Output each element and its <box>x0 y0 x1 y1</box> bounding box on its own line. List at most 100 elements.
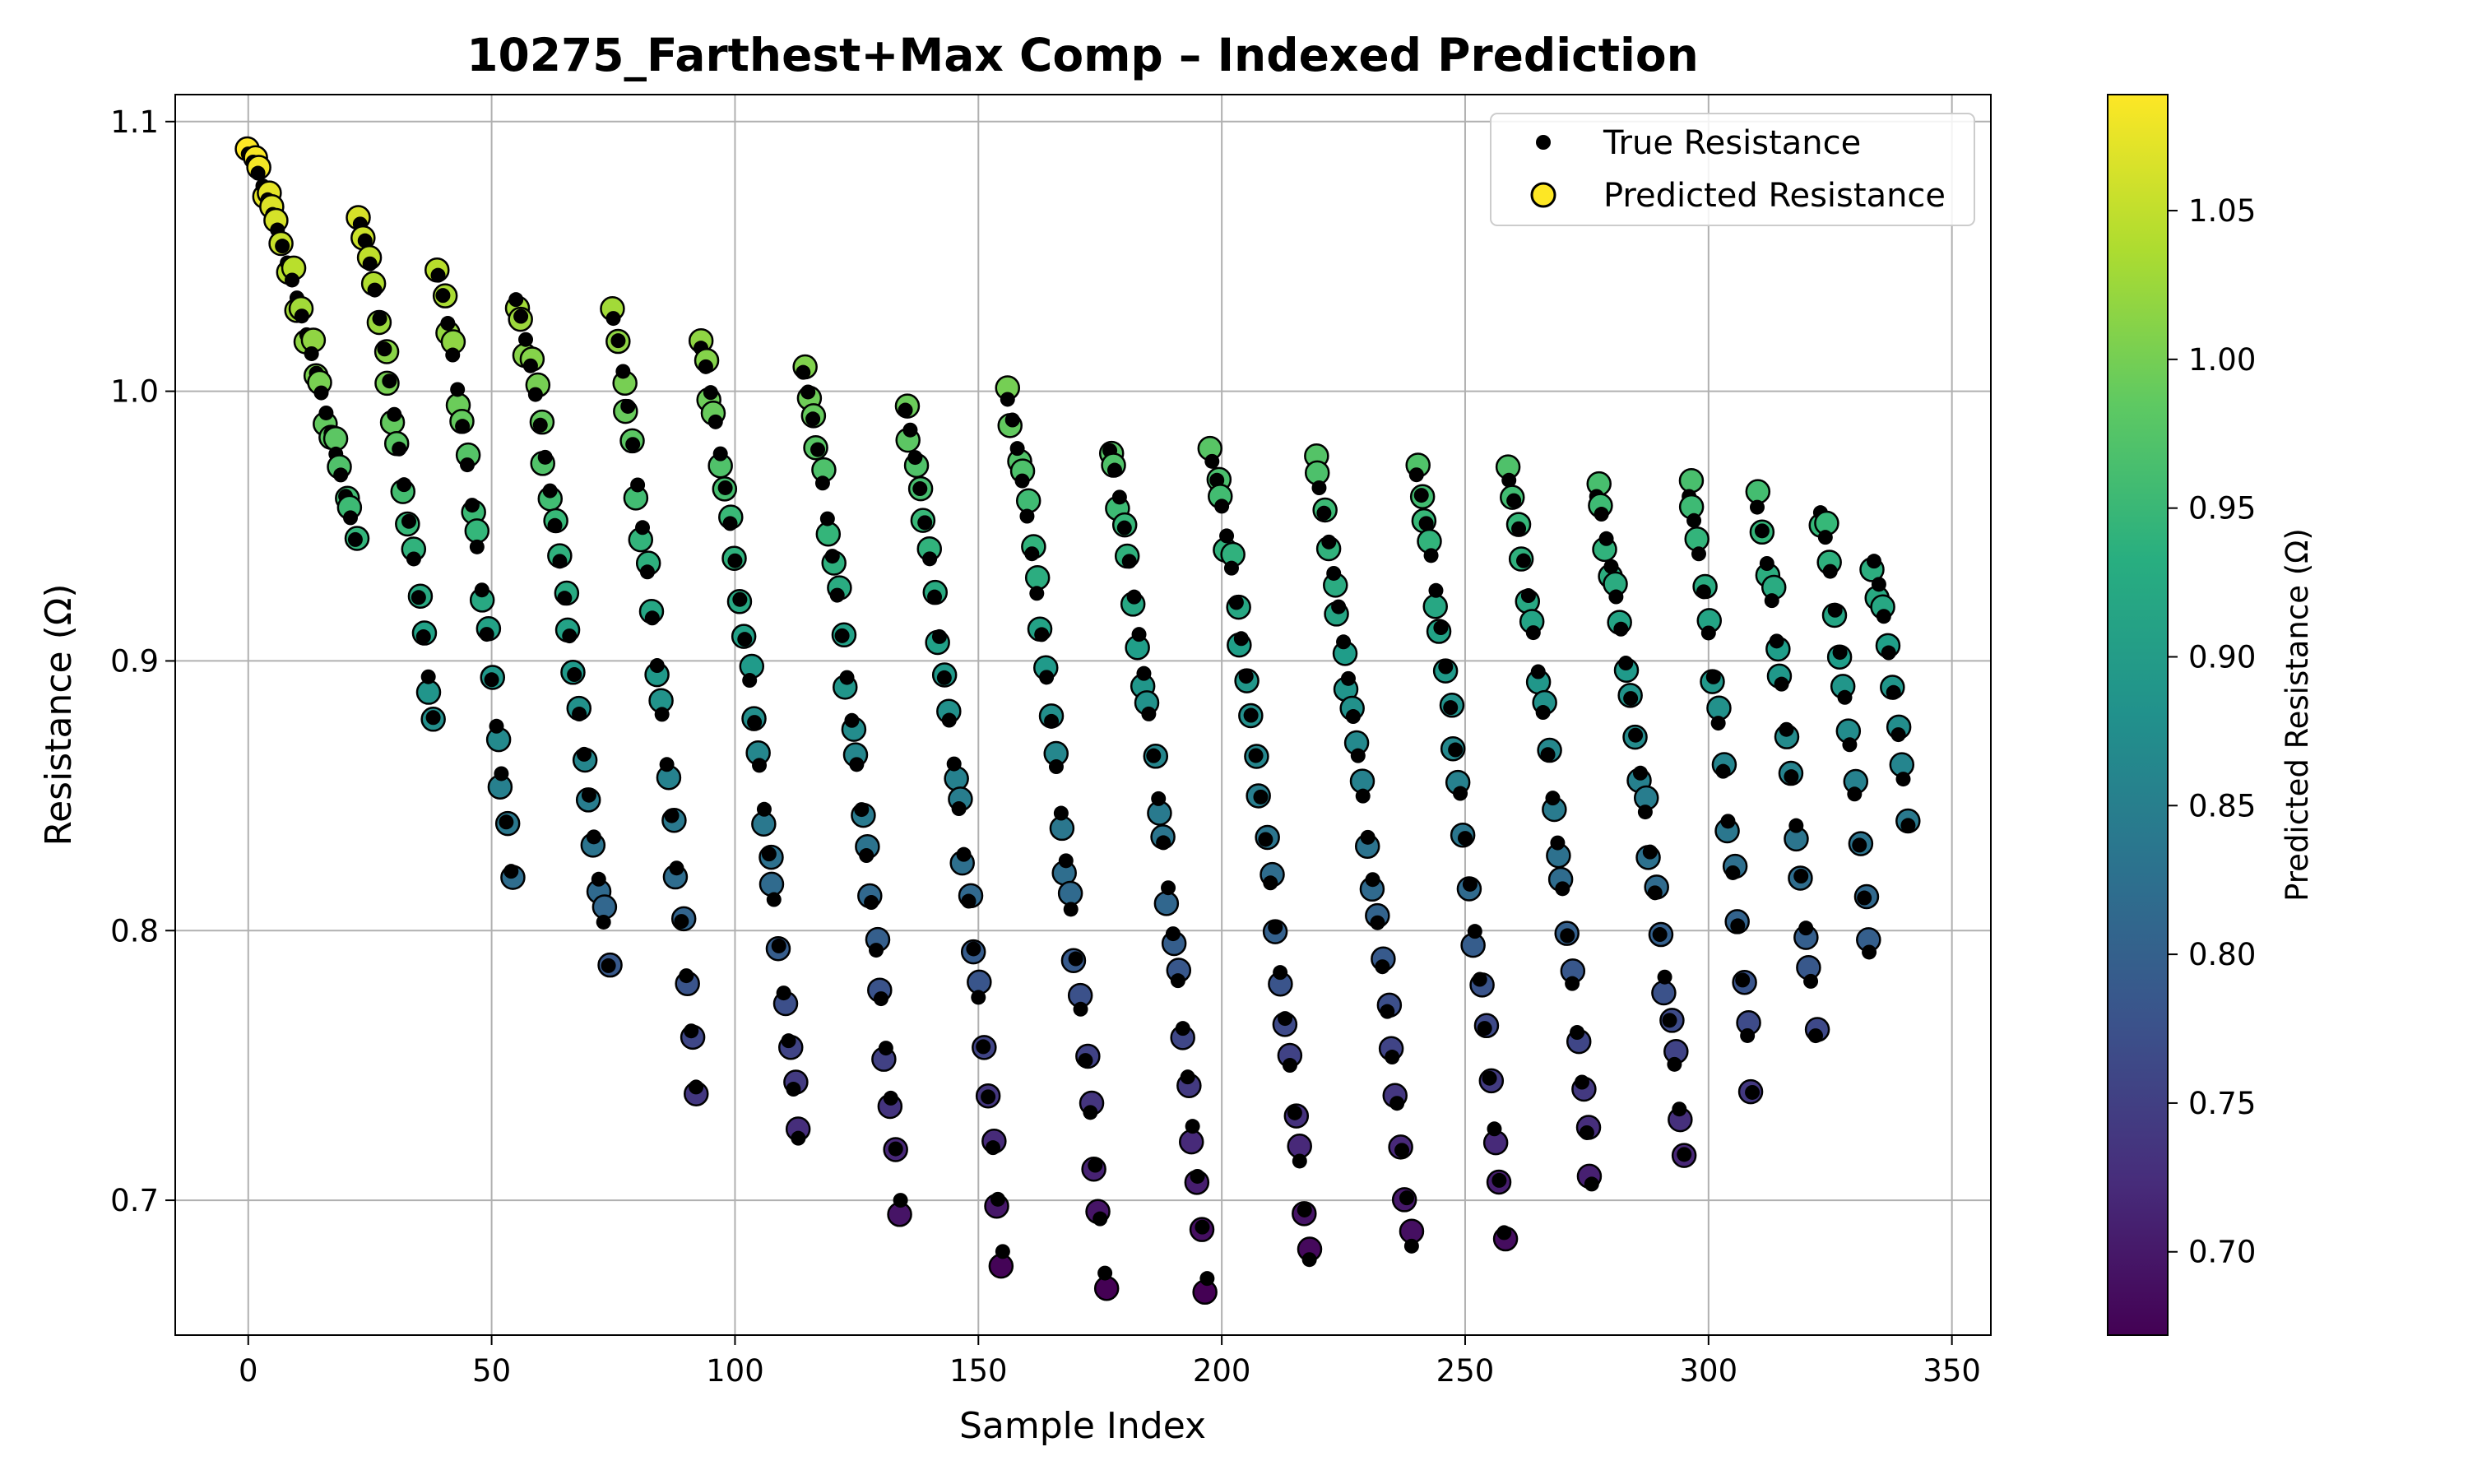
predicted-point <box>464 518 490 544</box>
true-point <box>1847 786 1863 802</box>
true-point <box>1165 926 1181 942</box>
true-point <box>902 422 918 438</box>
predicted-point <box>415 679 442 705</box>
true-point <box>567 667 582 683</box>
true-point <box>1895 772 1911 787</box>
true-point <box>1121 554 1137 569</box>
true-point <box>1535 705 1551 721</box>
y-tick-label: 1.1 <box>110 104 159 140</box>
true-point <box>1691 546 1706 562</box>
true-point <box>1817 530 1833 545</box>
true-point <box>1677 1147 1692 1162</box>
true-point <box>1258 832 1273 847</box>
predicted-point <box>1422 593 1448 619</box>
true-point <box>1462 876 1478 892</box>
true-point <box>1657 969 1672 985</box>
true-point <box>1579 1125 1594 1140</box>
true-point <box>771 938 786 953</box>
true-point <box>605 311 621 327</box>
true-point <box>1024 546 1040 562</box>
colorbar: 0.70 0.75 0.80 0.85 0.90 0.95 1.00 1.05 Predict… <box>2107 94 2315 1336</box>
x-tick-label: 150 <box>949 1353 1008 1389</box>
x-tick-label: 100 <box>706 1353 764 1389</box>
true-point <box>435 288 451 304</box>
true-point <box>679 968 694 984</box>
true-point <box>1340 670 1356 686</box>
true-point <box>1550 835 1566 851</box>
true-point <box>445 347 461 363</box>
true-point <box>1696 584 1711 600</box>
true-point <box>392 441 407 457</box>
true-point <box>527 387 543 402</box>
colorbar-tick-label: 1.05 <box>2188 193 2256 229</box>
colorbar-tick-label: 0.90 <box>2188 639 2256 675</box>
true-point <box>805 411 821 427</box>
legend-predicted-marker <box>1530 182 1556 208</box>
true-point <box>1603 559 1619 574</box>
true-point <box>313 385 329 401</box>
grid <box>175 95 1991 1335</box>
true-point <box>1078 1053 1093 1069</box>
true-point <box>591 871 606 887</box>
x-axis-label: Sample Index <box>959 1405 1206 1447</box>
colorbar-tick-label: 0.95 <box>2188 491 2256 526</box>
true-point <box>1136 665 1152 681</box>
true-point <box>1088 1157 1103 1173</box>
true-point <box>1662 1013 1677 1028</box>
true-point <box>1608 589 1624 605</box>
true-point <box>1793 869 1809 884</box>
true-point <box>1881 645 1896 661</box>
true-point <box>1784 769 1799 785</box>
true-point <box>1715 763 1731 779</box>
true-point <box>649 658 665 674</box>
true-point <box>956 846 972 862</box>
true-point <box>1871 577 1886 592</box>
true-point <box>1336 634 1352 650</box>
true-point <box>460 457 476 473</box>
true-point <box>489 718 504 734</box>
true-point <box>508 292 524 308</box>
predicted-point <box>1178 1129 1204 1155</box>
true-point <box>796 364 811 380</box>
true-point <box>1083 1105 1098 1120</box>
true-point <box>1039 670 1055 685</box>
true-point <box>654 707 670 722</box>
true-point <box>1370 915 1385 930</box>
true-point <box>737 632 753 647</box>
y-tick-label: 0.7 <box>110 1183 159 1218</box>
true-point <box>1126 589 1142 605</box>
true-point <box>810 442 826 457</box>
true-point <box>1852 837 1867 853</box>
true-point <box>557 591 573 606</box>
true-point <box>620 398 636 414</box>
true-point <box>1506 493 1522 508</box>
true-point <box>1219 528 1235 544</box>
true-point <box>639 564 655 580</box>
true-point <box>1238 669 1254 684</box>
true-point <box>791 1130 806 1146</box>
true-point <box>1350 748 1366 763</box>
true-point <box>1380 1004 1395 1019</box>
true-point <box>1555 881 1570 897</box>
true-point <box>936 670 952 685</box>
true-point <box>898 402 913 418</box>
true-point <box>1331 599 1347 614</box>
true-point <box>946 756 962 772</box>
true-point <box>664 808 680 823</box>
true-point <box>1511 521 1527 536</box>
true-point <box>372 311 387 327</box>
true-point <box>1131 627 1147 642</box>
x-tick-label: 200 <box>1193 1353 1251 1389</box>
true-point <box>294 308 309 324</box>
x-tick-label: 250 <box>1436 1353 1495 1389</box>
true-point <box>1764 593 1779 609</box>
x-axis-ticks: 0 50 100 150 200 250 300 350 <box>239 1335 1981 1389</box>
true-point <box>1116 520 1132 536</box>
true-point <box>455 419 471 434</box>
true-point <box>304 345 319 361</box>
true-point <box>961 893 977 909</box>
true-point <box>1720 814 1736 829</box>
true-point <box>824 549 840 564</box>
true-point <box>1890 727 1906 743</box>
true-point <box>1857 890 1872 906</box>
